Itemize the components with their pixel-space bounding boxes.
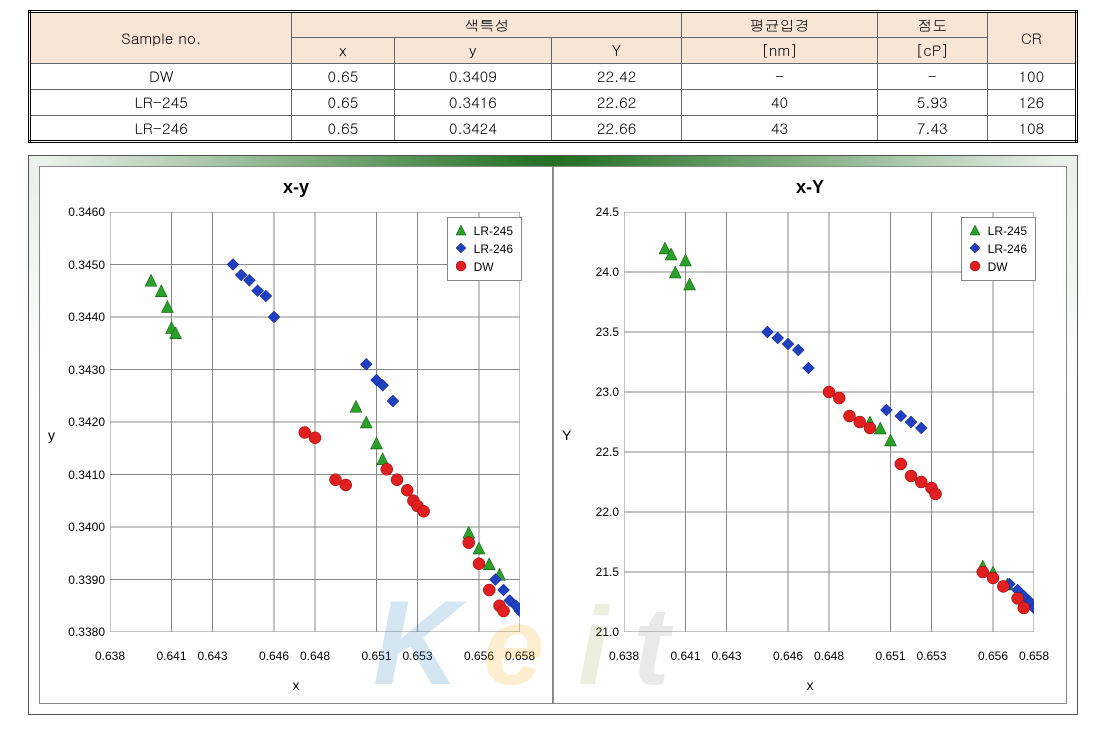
legend: LR-245 LR-246 DW (447, 217, 522, 281)
legend-item: LR-245 (456, 222, 513, 240)
chart-xY: x-Y Yx 21.0 21.5 22.0 22.5 23.0 23.5 24.0 24.5 0.6… (553, 166, 1067, 704)
table-cell: 126 (987, 90, 1076, 116)
table-cell: - (682, 64, 878, 90)
x-tick: 0.653 (402, 649, 432, 663)
diamond-icon (970, 243, 982, 255)
table-row: DW0.650.340922.42--100 (30, 64, 1077, 90)
x-tick: 0.658 (505, 649, 535, 663)
y-tick: 0.3400 (60, 520, 105, 534)
y-tick: 21.0 (574, 625, 619, 639)
table-cell: 108 (987, 116, 1076, 142)
data-table: Sample no. 색특성 평균입경 점도 CR x y Y [nm] [cP… (28, 10, 1078, 143)
y-tick: 22.0 (574, 505, 619, 519)
th-cr: CR (987, 12, 1076, 64)
table-cell: 22.66 (552, 116, 682, 142)
chart-xy: x-y y x 0.3380 0.3390 0.3400 0.3410 0.3420 0.343… (39, 166, 553, 704)
y-tick: 23.0 (574, 385, 619, 399)
y-tick: 0.3420 (60, 415, 105, 429)
x-tick: 0.646 (259, 649, 289, 663)
x-tick: 0.641 (156, 649, 186, 663)
y-tick: 0.3440 (60, 310, 105, 324)
x-tick: 0.658 (1019, 649, 1049, 663)
x-tick: 0.643 (197, 649, 227, 663)
th-visc-unit: [cP] (877, 38, 987, 64)
table-cell: LR-245 (30, 90, 292, 116)
legend-label: LR-245 (988, 224, 1027, 238)
x-tick: 0.648 (300, 649, 330, 663)
x-tick: 0.651 (361, 649, 391, 663)
table-cell: 22.62 (552, 90, 682, 116)
th-x: x (292, 38, 394, 64)
legend-item: DW (970, 258, 1027, 276)
legend-item: LR-245 (970, 222, 1027, 240)
legend: LR-245 LR-246 DW (961, 217, 1036, 281)
th-color: 색특성 (292, 12, 682, 38)
th-y: y (394, 38, 552, 64)
y-tick: 0.3390 (60, 573, 105, 587)
table-cell: 0.65 (292, 64, 394, 90)
legend-item: LR-246 (970, 240, 1027, 258)
th-sample: Sample no. (30, 12, 292, 64)
table-cell: 5.93 (877, 90, 987, 116)
y-tick: 22.5 (574, 445, 619, 459)
legend-item: DW (456, 258, 513, 276)
table-cell: LR-246 (30, 116, 292, 142)
x-tick: 0.643 (711, 649, 741, 663)
x-axis-label: x (807, 677, 814, 693)
table-row: LR-2450.650.341622.62405.93126 (30, 90, 1077, 116)
legend-label: LR-246 (474, 242, 513, 256)
table-cell: 0.3416 (394, 90, 552, 116)
table-cell: 0.65 (292, 90, 394, 116)
x-tick: 0.641 (670, 649, 700, 663)
legend-label: LR-245 (474, 224, 513, 238)
triangle-icon (970, 225, 982, 237)
x-tick: 0.656 (978, 649, 1008, 663)
y-tick: 24.0 (574, 265, 619, 279)
y-tick: 0.3460 (60, 205, 105, 219)
x-tick: 0.648 (814, 649, 844, 663)
chart-title: x-Y (554, 177, 1066, 198)
table-cell: 40 (682, 90, 878, 116)
y-tick: 0.3450 (60, 258, 105, 272)
table-cell: 7.43 (877, 116, 987, 142)
y-tick: 0.3380 (60, 625, 105, 639)
legend-label: DW (474, 260, 494, 274)
x-tick: 0.638 (95, 649, 125, 663)
y-axis-label: Y (562, 427, 571, 443)
table-cell: DW (30, 64, 292, 90)
chart-title: x-y (40, 177, 552, 198)
table-row: LR-2460.650.342422.66437.43108 (30, 116, 1077, 142)
y-tick: 21.5 (574, 565, 619, 579)
charts-panel: x-y y x 0.3380 0.3390 0.3400 0.3410 0.3420 0.343… (28, 155, 1078, 715)
x-tick: 0.638 (609, 649, 639, 663)
diamond-icon (456, 243, 468, 255)
th-visc: 점도 (877, 12, 987, 38)
x-tick: 0.656 (464, 649, 494, 663)
y-axis-label: y (48, 427, 55, 443)
table-cell: 100 (987, 64, 1076, 90)
table-cell: 0.3409 (394, 64, 552, 90)
y-tick: 24.5 (574, 205, 619, 219)
circle-icon (456, 261, 468, 273)
x-axis-label: x (293, 677, 300, 693)
x-tick: 0.651 (875, 649, 905, 663)
x-tick: 0.646 (773, 649, 803, 663)
legend-item: LR-246 (456, 240, 513, 258)
table-cell: 43 (682, 116, 878, 142)
y-tick: 23.5 (574, 325, 619, 339)
y-tick: 0.3410 (60, 468, 105, 482)
legend-label: DW (988, 260, 1008, 274)
triangle-icon (456, 225, 468, 237)
table-cell: 22.42 (552, 64, 682, 90)
th-Y: Y (552, 38, 682, 64)
th-size-unit: [nm] (682, 38, 878, 64)
table-cell: 0.3424 (394, 116, 552, 142)
x-tick: 0.653 (916, 649, 946, 663)
table-cell: 0.65 (292, 116, 394, 142)
circle-icon (970, 261, 982, 273)
y-tick: 0.3430 (60, 363, 105, 377)
th-size: 평균입경 (682, 12, 878, 38)
legend-label: LR-246 (988, 242, 1027, 256)
table-cell: - (877, 64, 987, 90)
